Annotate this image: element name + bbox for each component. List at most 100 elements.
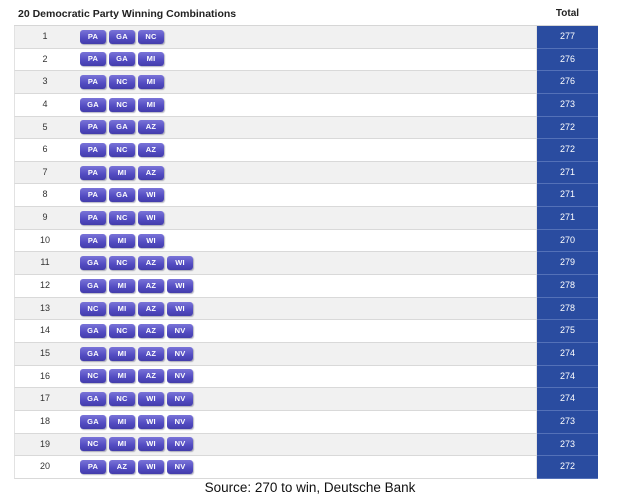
state-badge: MI <box>109 278 135 293</box>
state-combination: NC MI WI NV <box>75 433 537 456</box>
electoral-total: 274 <box>537 365 598 389</box>
state-badge: PA <box>80 233 106 248</box>
table-row: 3 PA NC MI 276 <box>14 71 598 94</box>
electoral-total: 274 <box>537 388 598 411</box>
row-number: 17 <box>15 388 75 410</box>
row-number: 19 <box>15 433 75 456</box>
state-badge: AZ <box>138 324 164 339</box>
source-caption: Source: 270 to win, Deutsche Bank <box>204 480 416 495</box>
table-row: 19 NC MI WI NV 273 <box>14 433 598 457</box>
state-combination: PA GA AZ <box>75 116 537 139</box>
state-badge: NV <box>167 324 193 339</box>
row-number: 11 <box>15 252 75 275</box>
state-badge: AZ <box>109 459 135 474</box>
state-badge: GA <box>80 392 106 407</box>
table-row: 12 GA MI AZ WI 278 <box>14 275 598 298</box>
row-number: 13 <box>15 297 75 320</box>
electoral-total: 271 <box>537 184 598 208</box>
row-number: 3 <box>15 71 75 93</box>
state-badge: GA <box>109 29 135 44</box>
state-combination: PA NC WI <box>75 207 537 229</box>
electoral-total: 275 <box>537 320 598 343</box>
row-number: 8 <box>15 184 75 207</box>
state-combination: PA MI AZ <box>75 161 537 184</box>
electoral-total: 271 <box>537 161 598 185</box>
state-badge: WI <box>167 278 193 293</box>
electoral-total: 276 <box>537 48 598 72</box>
electoral-total: 270 <box>537 229 598 253</box>
state-badge: NC <box>109 392 135 407</box>
electoral-total: 271 <box>537 207 598 230</box>
state-combination: NC MI AZ WI <box>75 297 537 320</box>
state-badge: GA <box>109 188 135 203</box>
state-badge: AZ <box>138 165 164 180</box>
table-row: 11 GA NC AZ WI 279 <box>14 252 598 276</box>
row-number: 18 <box>15 410 75 433</box>
table-row: 20 PA AZ WI NV 272 <box>14 456 598 479</box>
state-badge: NC <box>109 75 135 90</box>
table-row: 5 PA GA AZ 272 <box>14 116 598 140</box>
state-badge: NC <box>109 97 135 112</box>
table-row: 1 PA GA NC 277 <box>14 26 598 49</box>
state-badge: MI <box>109 414 135 429</box>
state-badge: AZ <box>138 301 164 316</box>
row-number: 4 <box>15 93 75 116</box>
state-badge: GA <box>80 414 106 429</box>
table-body: 1 PA GA NC 277 2 PA GA MI 276 3 PA NC MI 276 4 GA NC MI 273… <box>14 25 598 479</box>
state-badge: MI <box>109 233 135 248</box>
electoral-total: 273 <box>537 93 598 117</box>
state-badge: WI <box>138 459 164 474</box>
state-combination: PA NC AZ <box>75 139 537 161</box>
state-combination: GA NC WI NV <box>75 388 537 410</box>
state-badge: WI <box>138 392 164 407</box>
electoral-total: 279 <box>537 252 598 276</box>
state-badge: WI <box>167 301 193 316</box>
electoral-total: 274 <box>537 342 598 366</box>
table-row: 6 PA NC AZ 272 <box>14 139 598 162</box>
table-row: 16 NC MI AZ NV 274 <box>14 365 598 389</box>
state-badge: WI <box>138 210 164 225</box>
electoral-total: 277 <box>537 26 598 49</box>
state-badge: NC <box>80 437 106 452</box>
state-badge: PA <box>80 143 106 158</box>
table-row: 10 PA MI WI 270 <box>14 229 598 253</box>
table-row: 18 GA MI WI NV 273 <box>14 410 598 434</box>
state-badge: GA <box>80 278 106 293</box>
state-combination: GA MI AZ NV <box>75 342 537 365</box>
electoral-total: 273 <box>537 410 598 434</box>
row-number: 1 <box>15 26 75 48</box>
row-number: 5 <box>15 116 75 139</box>
state-combination: PA GA MI <box>75 48 537 71</box>
state-badge: PA <box>80 210 106 225</box>
state-badge: NC <box>138 29 164 44</box>
state-badge: GA <box>109 120 135 135</box>
state-badge: MI <box>109 165 135 180</box>
state-badge: GA <box>80 324 106 339</box>
state-badge: PA <box>80 165 106 180</box>
state-badge: NC <box>80 369 106 384</box>
state-badge: GA <box>80 97 106 112</box>
row-number: 12 <box>15 275 75 297</box>
state-badge: NV <box>167 369 193 384</box>
state-combination: GA NC MI <box>75 93 537 116</box>
state-badge: PA <box>80 29 106 44</box>
row-number: 2 <box>15 48 75 71</box>
table-row: 9 PA NC WI 271 <box>14 207 598 230</box>
state-badge: MI <box>138 52 164 67</box>
electoral-total: 278 <box>537 275 598 298</box>
state-combination: PA GA WI <box>75 184 537 207</box>
state-badge: AZ <box>138 256 164 271</box>
state-badge: NV <box>167 414 193 429</box>
electoral-total: 272 <box>537 139 598 162</box>
table-row: 7 PA MI AZ 271 <box>14 161 598 185</box>
row-number: 7 <box>15 161 75 184</box>
state-combination: GA NC AZ NV <box>75 320 537 342</box>
table-header: 20 Democratic Party Winning Combinations… <box>14 3 598 25</box>
table-row: 17 GA NC WI NV 274 <box>14 388 598 411</box>
state-combination: PA AZ WI NV <box>75 456 537 478</box>
state-combination: GA MI WI NV <box>75 410 537 433</box>
state-badge: NV <box>167 346 193 361</box>
state-badge: NV <box>167 392 193 407</box>
table-title: 20 Democratic Party Winning Combinations <box>18 8 237 20</box>
table-row: 8 PA GA WI 271 <box>14 184 598 208</box>
